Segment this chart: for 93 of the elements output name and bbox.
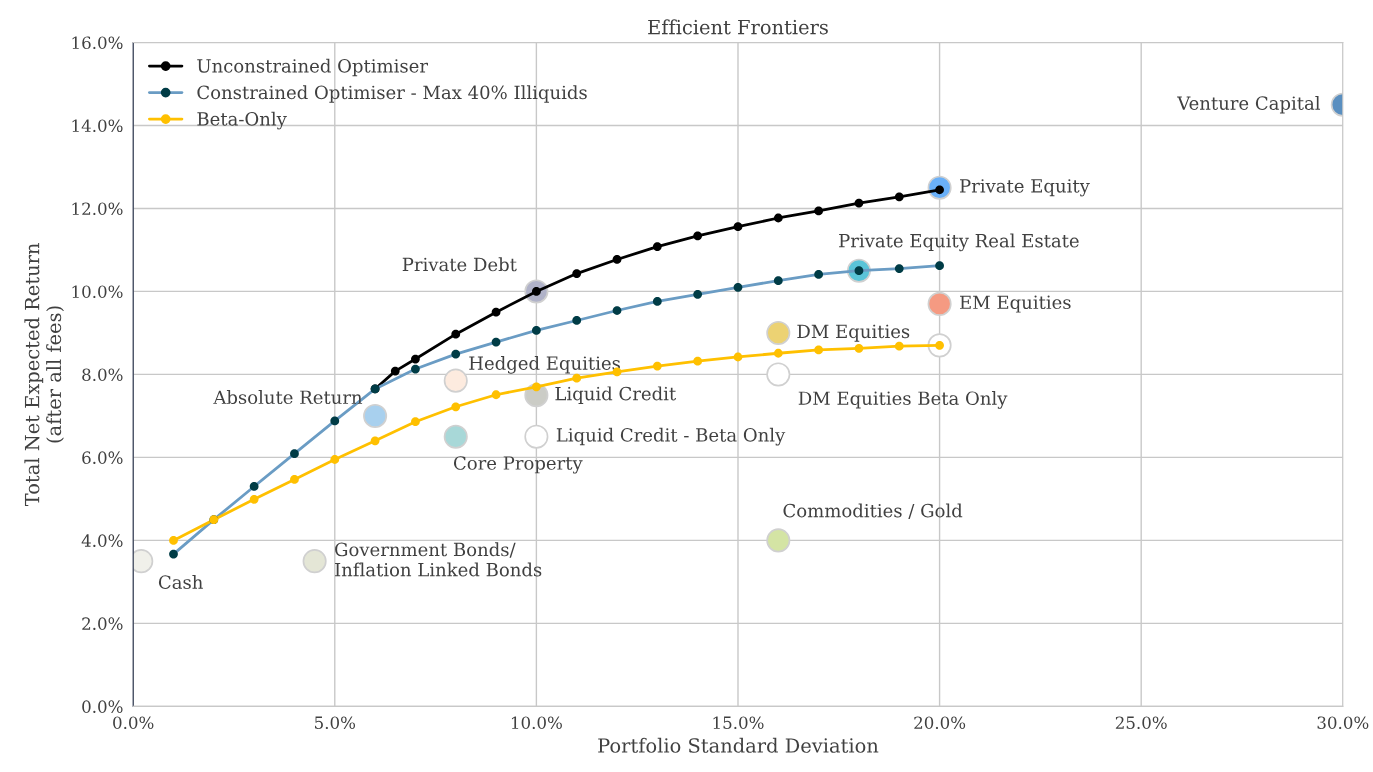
point — [330, 455, 340, 464]
point — [894, 341, 904, 351]
y-axis-title: Total Net Expected Return (after all fees) — [24, 243, 64, 507]
point — [814, 206, 824, 216]
point — [766, 528, 791, 553]
point — [330, 416, 340, 426]
point — [169, 536, 178, 545]
point — [693, 289, 703, 299]
point — [302, 549, 327, 574]
point — [290, 449, 299, 459]
point — [693, 356, 703, 366]
series-label: Hedged Equities — [469, 355, 620, 374]
point — [733, 222, 743, 232]
point — [894, 264, 904, 273]
x-tick-label: 0.0% — [113, 716, 154, 729]
point — [854, 198, 864, 208]
point — [773, 276, 783, 286]
point — [531, 382, 541, 392]
point — [370, 436, 380, 446]
series-label: DM Equities Beta Only — [798, 391, 1008, 409]
point — [854, 343, 864, 353]
point — [451, 329, 461, 339]
series-label: Private Equity Real Estate — [839, 233, 1079, 252]
point — [766, 320, 791, 345]
point — [814, 270, 824, 279]
series-label: Private Equity — [960, 179, 1090, 197]
x-tick-label: 20.0% — [914, 716, 966, 729]
point — [249, 494, 259, 504]
y-tick-label: 16.0% — [72, 36, 123, 50]
chart-title: Efficient Frontiers — [648, 19, 828, 35]
series-label: Liquid Credit — [555, 386, 677, 404]
series-label: Core Property — [453, 456, 583, 474]
point — [935, 261, 944, 271]
y-tick-label: 14.0% — [72, 119, 123, 133]
series-label: Private Debt — [402, 257, 517, 272]
point — [894, 192, 904, 202]
point — [693, 231, 703, 241]
legend-label: Unconstrained Optimiser — [197, 58, 428, 77]
point — [927, 291, 952, 316]
point — [572, 269, 582, 278]
point — [531, 326, 541, 335]
series-label: EM Equities — [960, 295, 1071, 313]
series-label: Commodities / Gold — [783, 503, 963, 519]
point — [451, 349, 461, 359]
point — [169, 549, 178, 559]
x-tick-label: 15.0% — [713, 716, 764, 729]
point — [443, 368, 468, 393]
y-tick-label: 10.0% — [72, 285, 123, 298]
point — [652, 361, 662, 371]
point — [249, 482, 259, 491]
point — [390, 366, 400, 376]
y-tick-label: 4.0% — [81, 534, 123, 547]
point — [612, 255, 622, 264]
point — [733, 352, 743, 362]
point — [572, 373, 582, 383]
series-label: Government Bonds/ Inflation Linked Bonds — [335, 542, 542, 577]
point — [766, 362, 791, 387]
point — [773, 213, 783, 223]
point — [491, 390, 501, 400]
x-tick-label: 30.0% — [1317, 716, 1369, 729]
y-tick-label: 12.0% — [72, 202, 123, 216]
y-tick-label: 8.0% — [82, 368, 123, 381]
legend-label: Constrained Optimiser - Max 40% Illiquids — [197, 85, 587, 103]
point — [733, 282, 743, 292]
y-tick-label: 2.0% — [82, 617, 123, 630]
y-tick-label: 0.0% — [82, 700, 123, 713]
point — [572, 316, 582, 325]
point — [443, 424, 468, 449]
point — [363, 403, 388, 428]
point — [491, 307, 501, 317]
point — [652, 297, 662, 306]
x-tick-label: 5.0% — [315, 716, 356, 729]
point — [411, 364, 420, 374]
series-label: Venture Capital — [1177, 95, 1321, 114]
point — [411, 417, 420, 427]
x-tick-label: 25.0% — [1115, 716, 1167, 729]
point — [773, 348, 783, 358]
point — [290, 475, 299, 484]
point — [491, 337, 501, 347]
y-tick-label: 6.0% — [82, 451, 123, 464]
x-axis-title: Portfolio Standard Deviation — [598, 737, 879, 753]
point — [652, 242, 662, 252]
x-tick-label: 10.0% — [511, 716, 562, 729]
point — [524, 424, 549, 449]
series-label: DM Equities — [797, 324, 910, 342]
series-label: Absolute Return — [213, 390, 363, 405]
point — [451, 402, 461, 412]
series-label: Liquid Credit - Beta Only — [556, 427, 786, 446]
point — [612, 306, 622, 315]
legend-label: Beta-Only — [197, 111, 287, 130]
point — [411, 354, 420, 364]
series-label: Cash — [158, 575, 203, 590]
point — [814, 345, 824, 355]
